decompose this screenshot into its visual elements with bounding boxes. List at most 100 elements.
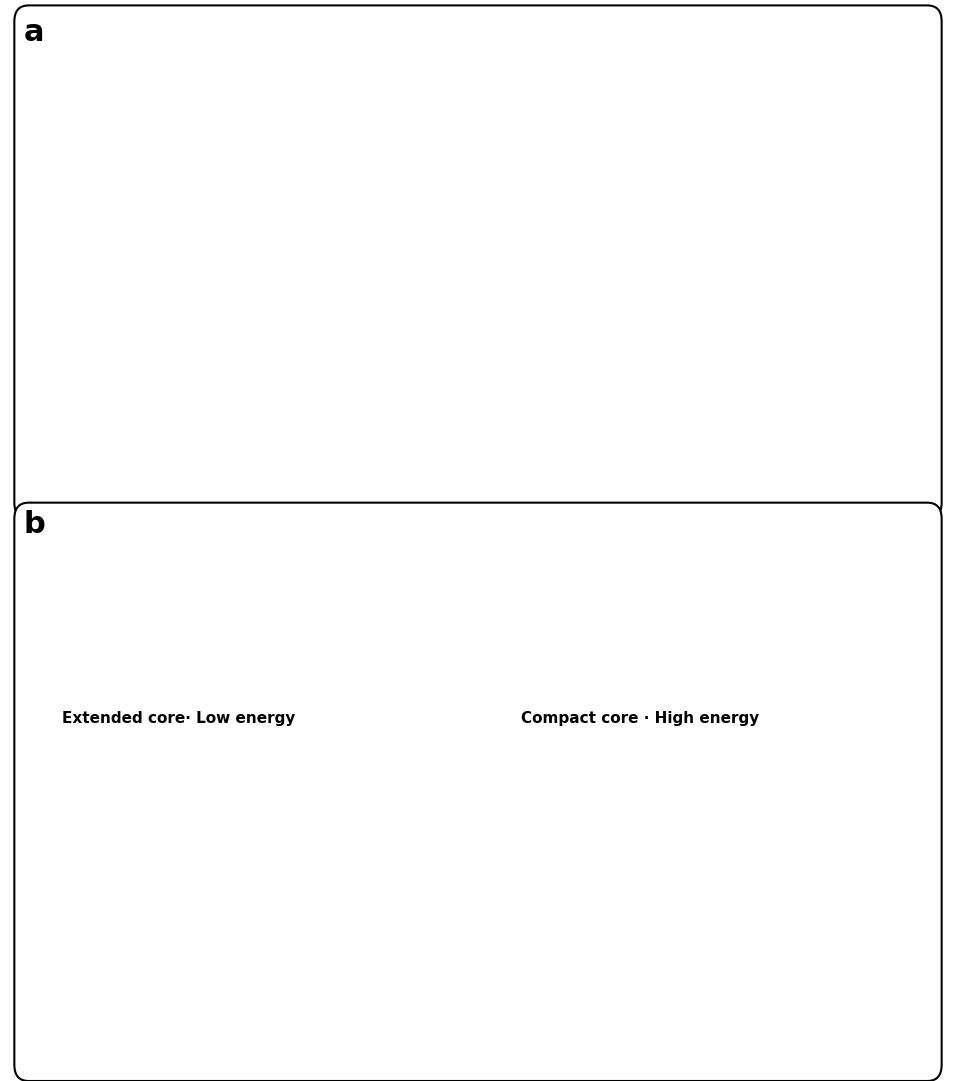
Point <box>337 617 352 635</box>
Point <box>241 617 256 635</box>
Bar <box>852 835 895 903</box>
Bar <box>809 804 852 903</box>
Point <box>555 653 571 670</box>
Point <box>555 605 571 623</box>
Bar <box>160 890 203 903</box>
Text: Low core energy: Low core energy <box>400 811 514 824</box>
Point <box>748 641 763 658</box>
Bar <box>290 848 333 903</box>
Point <box>628 629 643 646</box>
Point <box>748 677 763 694</box>
Point <box>868 617 883 635</box>
Point <box>97 665 112 682</box>
Point <box>144 629 160 646</box>
Point <box>73 689 88 706</box>
Bar <box>376 839 420 903</box>
Point <box>892 653 907 670</box>
Point <box>603 629 619 646</box>
Point <box>795 570 811 587</box>
Point <box>361 605 377 623</box>
Bar <box>722 830 766 903</box>
Point <box>337 593 352 611</box>
Point <box>748 653 763 670</box>
Point <box>724 665 739 682</box>
Point <box>97 641 112 658</box>
Point <box>144 617 160 635</box>
Text: Nb: Nb <box>621 398 644 413</box>
Point <box>844 629 859 646</box>
Point <box>579 617 595 635</box>
Point <box>868 629 883 646</box>
Point <box>217 605 232 623</box>
Point <box>241 641 256 658</box>
Point <box>241 689 256 706</box>
Point <box>820 641 836 658</box>
Point <box>73 641 88 658</box>
Point <box>193 629 208 646</box>
Point <box>97 605 112 623</box>
Point <box>337 653 352 670</box>
Point <box>532 593 547 611</box>
Point <box>217 665 232 682</box>
Point <box>120 570 136 587</box>
Point <box>313 617 328 635</box>
Text: Ave: Ave <box>442 390 473 405</box>
Point <box>193 582 208 599</box>
Text: Dislocation core: Dislocation core <box>269 552 380 566</box>
Text: 60: 60 <box>922 717 933 726</box>
Point <box>892 582 907 599</box>
Point <box>579 593 595 611</box>
Y-axis label: Frequency: Frequency <box>38 777 54 857</box>
Point <box>193 677 208 694</box>
Point <box>433 617 448 635</box>
Bar <box>435 241 480 416</box>
Text: 30: 30 <box>254 717 267 726</box>
Point <box>771 617 787 635</box>
Point <box>579 582 595 599</box>
Point <box>193 689 208 706</box>
Point <box>241 605 256 623</box>
Point <box>217 570 232 587</box>
Point <box>579 570 595 587</box>
Point <box>265 665 280 682</box>
Point <box>361 582 377 599</box>
Text: Ti: Ti <box>137 387 152 402</box>
Point <box>120 605 136 623</box>
Point <box>409 629 424 646</box>
Point <box>652 593 667 611</box>
Point <box>144 593 160 611</box>
Point <box>409 653 424 670</box>
Point <box>265 653 280 670</box>
Point <box>820 617 836 635</box>
Point <box>892 570 907 587</box>
Bar <box>310 252 355 416</box>
Point <box>579 629 595 646</box>
Point <box>120 617 136 635</box>
Point <box>676 689 691 706</box>
Text: Ta: Ta <box>385 391 404 406</box>
Point <box>289 570 304 587</box>
Point <box>555 677 571 694</box>
Point <box>337 605 352 623</box>
Point <box>532 605 547 623</box>
Point <box>555 689 571 706</box>
Bar <box>636 868 679 903</box>
Point <box>700 689 715 706</box>
Point <box>795 593 811 611</box>
Bar <box>860 358 906 416</box>
Point <box>844 593 859 611</box>
Point <box>628 593 643 611</box>
Point <box>844 689 859 706</box>
Point <box>361 689 377 706</box>
Point <box>795 689 811 706</box>
Point <box>795 629 811 646</box>
Point <box>892 641 907 658</box>
Text: W: W <box>813 398 829 413</box>
Point <box>409 641 424 658</box>
Point <box>385 593 401 611</box>
Bar <box>247 277 293 416</box>
Point <box>73 582 88 599</box>
Point <box>676 582 691 599</box>
Point <box>241 665 256 682</box>
Bar <box>424 732 471 903</box>
